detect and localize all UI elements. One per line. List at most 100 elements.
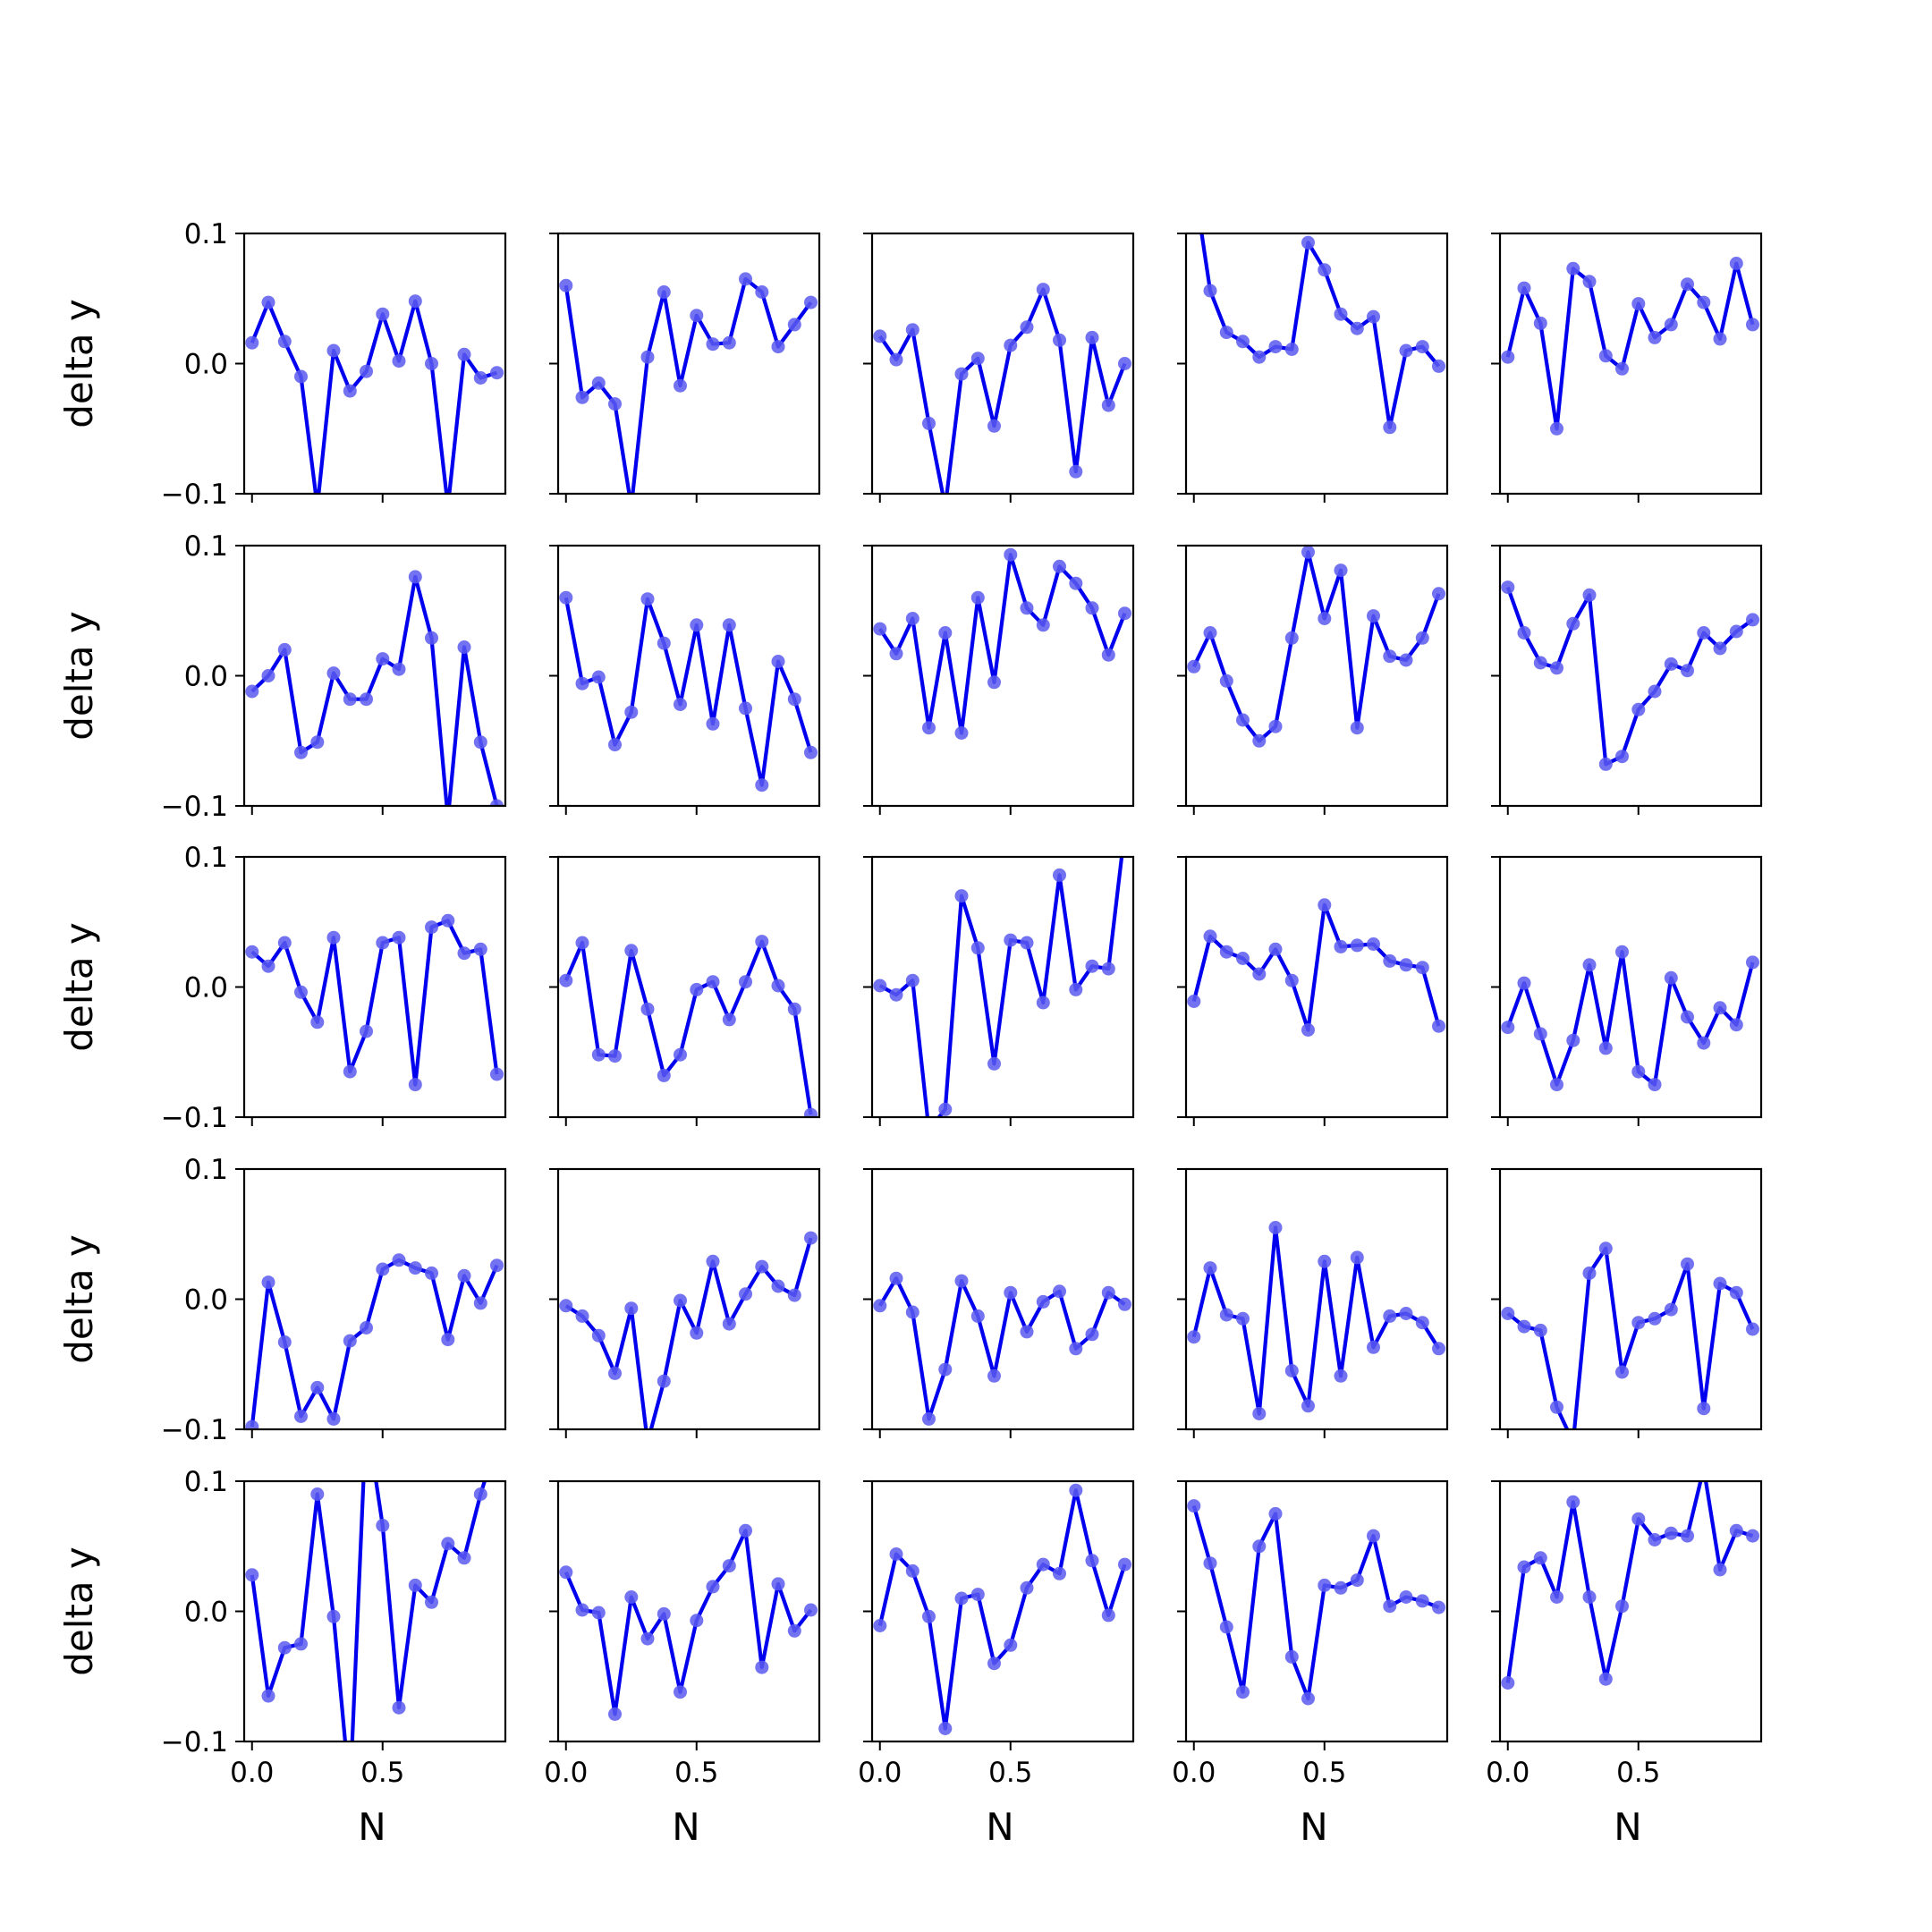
data-point — [1219, 945, 1233, 959]
data-point — [310, 1015, 325, 1030]
data-point — [938, 1722, 953, 1735]
data-point — [1598, 1672, 1613, 1686]
axes-frame — [870, 232, 1135, 496]
data-point — [575, 1603, 589, 1617]
data-point — [376, 307, 390, 321]
data-point — [408, 1261, 422, 1275]
data-point — [1118, 1297, 1131, 1311]
data-point — [376, 1262, 390, 1276]
axes-frame — [242, 232, 507, 496]
series-0 — [873, 547, 1131, 740]
series-0 — [873, 857, 1124, 1117]
data-point — [1036, 1294, 1050, 1309]
axes-frame — [1498, 232, 1763, 496]
data-point — [1367, 1529, 1380, 1543]
axes-frame — [870, 544, 1135, 808]
data-point — [310, 1487, 325, 1501]
data-point — [657, 1606, 671, 1621]
series-line — [250, 299, 498, 494]
series-line — [878, 553, 1127, 735]
subplot-r0-c1 — [549, 232, 821, 503]
data-point — [1004, 933, 1018, 947]
axes-frame — [870, 1479, 1135, 1743]
data-point — [473, 1487, 487, 1501]
x-axis-label: N — [672, 1805, 699, 1849]
data-point — [674, 698, 687, 711]
y-tick-label: 0.0 — [184, 972, 228, 1004]
data-point — [261, 669, 275, 682]
data-point — [1284, 1364, 1299, 1377]
series-0 — [873, 1271, 1131, 1426]
data-point — [1566, 1495, 1580, 1509]
data-point — [608, 397, 622, 411]
data-point — [1020, 936, 1034, 950]
y-axis-label: delta y — [57, 1234, 101, 1364]
data-point — [392, 354, 406, 369]
data-point — [1252, 733, 1267, 748]
data-point — [1334, 939, 1348, 953]
data-point — [1350, 721, 1364, 735]
data-point — [1517, 281, 1531, 295]
data-point — [954, 1591, 969, 1606]
data-point — [1334, 1580, 1348, 1595]
data-point — [1681, 664, 1694, 678]
data-point — [1284, 973, 1299, 987]
data-point — [343, 1334, 357, 1348]
data-point — [1069, 576, 1083, 590]
data-point — [657, 1068, 671, 1082]
x-axis-label: N — [358, 1805, 386, 1849]
data-point — [640, 592, 655, 606]
data-point — [1118, 1557, 1131, 1572]
data-point — [1252, 1407, 1267, 1420]
data-point — [608, 738, 622, 752]
data-point — [1085, 601, 1099, 615]
data-point — [1681, 1010, 1694, 1024]
y-axis-label: delta y — [57, 299, 101, 428]
data-point — [1501, 1021, 1515, 1035]
data-point — [1101, 398, 1115, 412]
y-tick-label: 0.0 — [184, 349, 228, 381]
data-point — [1187, 995, 1201, 1008]
data-point — [1746, 955, 1759, 970]
data-point — [408, 570, 422, 584]
data-point — [591, 376, 606, 390]
data-point — [1085, 1554, 1099, 1568]
data-point — [1615, 1599, 1629, 1614]
data-point — [425, 631, 438, 645]
data-point — [787, 318, 801, 332]
data-point — [1517, 1560, 1531, 1574]
data-point — [641, 1436, 655, 1449]
series-0 — [1501, 580, 1759, 771]
series-line — [1505, 261, 1755, 431]
data-point — [970, 1588, 985, 1602]
data-point — [938, 500, 952, 513]
axes-frame — [242, 1479, 507, 1743]
data-point — [1069, 1483, 1083, 1497]
subplot-r4-c2: 0.0 0.5 N — [858, 1479, 1135, 1849]
data-point — [1284, 343, 1299, 356]
series-0 — [559, 1231, 818, 1449]
data-point — [987, 1368, 1001, 1383]
series-line — [878, 287, 1127, 494]
data-point — [1020, 601, 1034, 615]
data-point — [441, 812, 454, 826]
data-point — [938, 626, 953, 640]
x-axis-label: N — [986, 1805, 1013, 1849]
x-tick-label: 0.5 — [1302, 1757, 1346, 1789]
data-point — [674, 1047, 687, 1062]
data-point — [1383, 420, 1397, 435]
data-point — [1681, 1529, 1694, 1543]
data-point — [1681, 277, 1694, 292]
data-point — [624, 1301, 639, 1316]
data-point — [1566, 616, 1580, 631]
data-point — [1053, 559, 1066, 573]
data-point — [392, 1253, 406, 1267]
data-point — [938, 1362, 953, 1377]
data-point — [1550, 1400, 1563, 1414]
data-point — [1118, 357, 1131, 370]
y-tick-label: −0.1 — [161, 1726, 228, 1758]
data-point — [575, 1309, 589, 1323]
y-tick-label: 0.1 — [184, 842, 228, 874]
data-point — [889, 1547, 903, 1561]
